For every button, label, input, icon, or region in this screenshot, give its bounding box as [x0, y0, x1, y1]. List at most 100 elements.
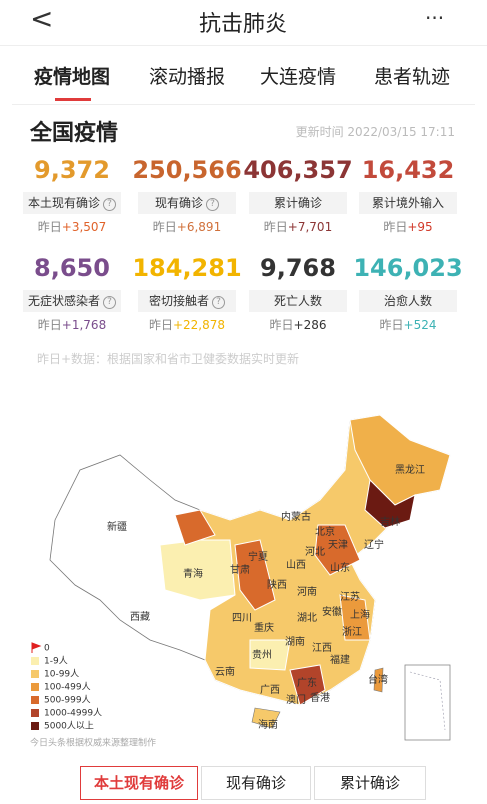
province-label: 吉林 [380, 515, 400, 528]
province-label: 天津 [328, 539, 348, 551]
delta-prefix: 昨日 [148, 318, 173, 332]
province-label: 西藏 [130, 611, 150, 623]
delta-value: +3,507 [61, 220, 107, 234]
stat-label: 本土现有确诊 [27, 196, 100, 210]
stat-label-box: 治愈人数 [359, 290, 457, 312]
stat-value: 9,372 [34, 156, 110, 184]
legend-swatch [31, 709, 39, 717]
province-label: 北京 [315, 525, 335, 538]
stat-delta: 昨日+22,878 [132, 316, 242, 333]
map-source: 今日头条根据权威来源整理制作 [30, 737, 156, 749]
stat-delta: 昨日+524 [353, 316, 463, 333]
help-icon[interactable]: ? [212, 296, 225, 309]
stat-card: 250,566 现有确诊? 昨日+6,891 [132, 156, 242, 235]
stat-value: 184,281 [132, 254, 242, 282]
legend-label: 500-999人 [44, 695, 91, 706]
tab[interactable]: 大连疫情 [259, 66, 337, 88]
province-label: 重庆 [254, 621, 274, 634]
update-time: 更新时间 2022/03/15 17:11 [295, 125, 455, 139]
delta-prefix: 昨日 [37, 220, 62, 234]
delta-prefix: 昨日 [152, 220, 177, 234]
stat-card: 9,372 本土现有确诊? 昨日+3,507 [17, 156, 127, 235]
delta-prefix: 昨日 [263, 220, 288, 234]
stat-value: 9,768 [260, 254, 336, 282]
province-label: 海南 [258, 718, 278, 731]
province-label: 内蒙古 [281, 510, 311, 523]
region [234, 539, 276, 611]
island [373, 667, 384, 693]
stat-value: 146,023 [353, 254, 463, 282]
tab[interactable]: 滚动播报 [148, 66, 226, 88]
stat-card: 16,432 累计境外输入昨日+95 [353, 156, 463, 235]
section-title: 全国疫情 [30, 121, 119, 146]
delta-value: +286 [293, 318, 327, 332]
divider [12, 104, 475, 105]
province-label: 广东 [297, 676, 317, 689]
stat-label: 死亡人数 [273, 294, 322, 308]
province-label: 台湾 [368, 673, 388, 686]
legend-label: 100-499人 [44, 682, 91, 693]
legend-label: 1-9人 [44, 656, 68, 667]
legend-flag [31, 642, 42, 653]
legend-label: 1000-4999人 [44, 708, 102, 719]
tab-button[interactable]: 累计确诊 [314, 766, 426, 800]
stat-value: 16,432 [361, 156, 455, 184]
stat-value: 406,357 [243, 156, 353, 184]
province-label: 河南 [297, 585, 317, 598]
back-button[interactable]: < [30, 2, 54, 35]
tab-button[interactable]: 现有确诊 [201, 766, 311, 800]
stat-label: 累计确诊 [273, 196, 322, 210]
delta-value: +524 [403, 318, 437, 332]
stat-label-box: 现有确诊? [138, 192, 236, 214]
region [289, 664, 326, 706]
province-label: 浙江 [342, 626, 362, 638]
help-icon[interactable]: ? [103, 296, 116, 309]
province-label: 云南 [215, 665, 235, 678]
help-icon[interactable]: ? [103, 198, 116, 211]
province-label: 辽宁 [364, 538, 384, 551]
legend-swatch [31, 670, 39, 678]
stat-delta: 昨日+286 [243, 316, 353, 333]
legend-label: 0 [44, 644, 50, 654]
legend-swatch [31, 683, 39, 691]
help-icon[interactable]: ? [206, 198, 219, 211]
legend-label: 5000人以上 [44, 721, 94, 732]
tab-button[interactable]: 本土现有确诊 [80, 766, 198, 800]
province-label: 黑龙江 [395, 463, 425, 476]
province-label: 山西 [286, 559, 306, 571]
province-label: 湖北 [297, 612, 317, 624]
island [251, 707, 281, 729]
more-button[interactable]: ··· [425, 6, 445, 30]
delta-value: +95 [407, 220, 433, 234]
stat-label: 累计境外输入 [371, 196, 444, 210]
stat-label-box: 密切接触者? [138, 290, 236, 312]
stat-delta: 昨日+7,701 [243, 218, 353, 235]
tab[interactable]: 疫情地图 [33, 66, 111, 88]
inset [404, 664, 451, 741]
stat-value: 8,650 [34, 254, 110, 282]
province-label: 江苏 [340, 590, 360, 603]
page-title: 抗击肺炎 [198, 12, 288, 37]
stat-label-box: 累计境外输入 [359, 192, 457, 214]
note: 昨日+数据：根据国家和省市卫健委数据实时更新 [37, 352, 300, 366]
delta-value: +1,768 [61, 318, 107, 332]
inset-line [409, 671, 446, 731]
delta-prefix: 昨日 [269, 318, 294, 332]
legend-swatch [31, 657, 39, 665]
legend-label: 10-99人 [44, 669, 79, 680]
stat-card: 146,023 治愈人数昨日+524 [353, 254, 463, 333]
delta-value: +22,878 [172, 318, 226, 332]
tab[interactable]: 患者轨迹 [373, 66, 451, 88]
province-label: 广西 [260, 684, 280, 696]
stat-label-box: 累计确诊 [249, 192, 347, 214]
province-label: 甘肃 [230, 563, 250, 576]
stat-card: 184,281 密切接触者? 昨日+22,878 [132, 254, 242, 333]
stat-label: 无症状感染者 [27, 294, 100, 308]
delta-prefix: 昨日 [383, 220, 408, 234]
province-label: 香港 [310, 692, 330, 704]
stat-label: 现有确诊 [154, 196, 203, 210]
province-label: 上海 [350, 608, 370, 621]
stat-card: 8,650 无症状感染者? 昨日+1,768 [17, 254, 127, 333]
